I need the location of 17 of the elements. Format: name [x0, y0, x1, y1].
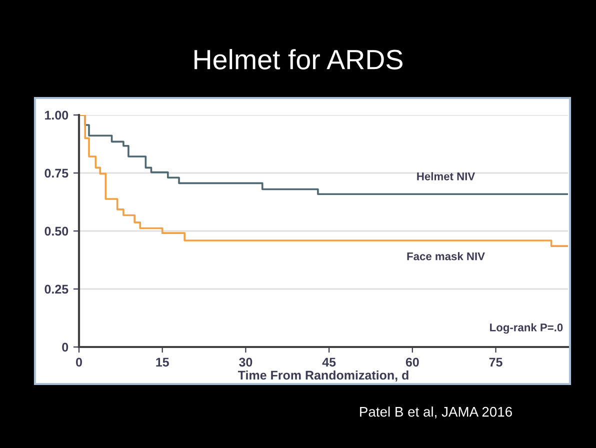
text: Patel B et al, JAMA 2016 — [360, 406, 512, 418]
series-label: Helmet NIV — [417, 172, 476, 180]
x-tick-label: 30 — [239, 358, 252, 367]
y-tick-label: 1.00 — [45, 110, 68, 120]
y-tick-label: 0.75 — [44, 168, 68, 178]
x-tick-label: 75 — [489, 358, 502, 367]
y-tick-label: 0.25 — [44, 284, 68, 294]
y-tick-label: 0 — [62, 342, 68, 352]
chart-title: Helmet for ARDS — [194, 49, 402, 70]
x-tick-label: 0 — [76, 358, 82, 367]
x-tick-label: 45 — [322, 358, 336, 367]
series-label: Face mask NIV — [407, 252, 485, 260]
y-tick-label: 0.50 — [44, 226, 68, 236]
x-tick-label: 15 — [156, 358, 169, 367]
x-tick-label: 60 — [406, 358, 419, 367]
x-axis-title: Time From Randomization, d — [238, 370, 408, 382]
annotation: Log-rank P=.0 — [490, 323, 563, 334]
